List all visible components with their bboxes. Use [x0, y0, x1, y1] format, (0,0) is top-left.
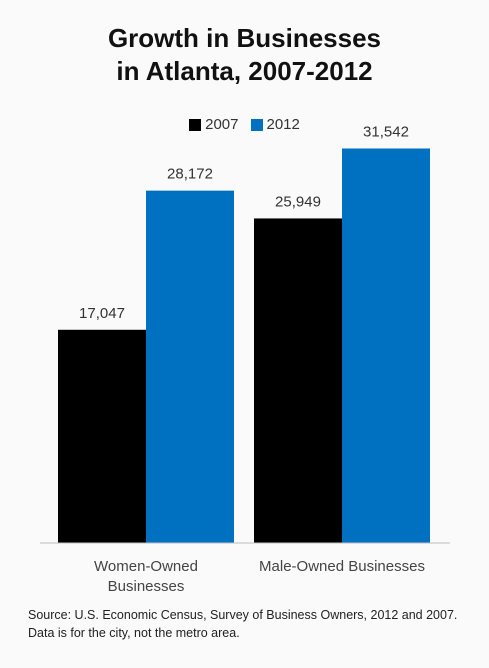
bar-male-2007 [254, 218, 342, 543]
category-label-women-line-2: Businesses [108, 578, 185, 595]
legend-label-2012: 2012 [266, 116, 300, 133]
category-label-male-line-1: Male-Owned Businesses [259, 558, 425, 575]
data-label-women-2012: 28,172 [167, 166, 213, 183]
bar-male-2012 [342, 148, 430, 543]
source-note: Source: U.S. Economic Census, Survey of … [28, 608, 458, 640]
legend-swatch-2012 [250, 118, 263, 131]
chart-title-line-1: Growth in Businesses [107, 23, 382, 53]
legend-item-2007: 2007 [189, 116, 239, 133]
chart-title: Growth in Businesses in Atlanta, 2007-20… [0, 22, 489, 88]
chart-legend: 2007 2012 [0, 116, 489, 133]
chart-title-line-2: in Atlanta, 2007-2012 [116, 56, 373, 86]
bar-chart: 17,047 28,172 Women-Owned Businesses 25,949 3… [40, 123, 450, 595]
data-label-women-2007: 17,047 [79, 305, 125, 322]
legend-label-2007: 2007 [205, 116, 239, 133]
category-label-women-line-1: Women-Owned [94, 558, 198, 575]
data-label-male-2007: 25,949 [275, 193, 321, 210]
bar-women-2007 [58, 329, 146, 543]
legend-item-2012: 2012 [250, 116, 300, 133]
bar-women-2012 [146, 190, 234, 543]
data-label-male-2012: 31,542 [363, 123, 409, 140]
legend-swatch-2007 [189, 118, 202, 131]
